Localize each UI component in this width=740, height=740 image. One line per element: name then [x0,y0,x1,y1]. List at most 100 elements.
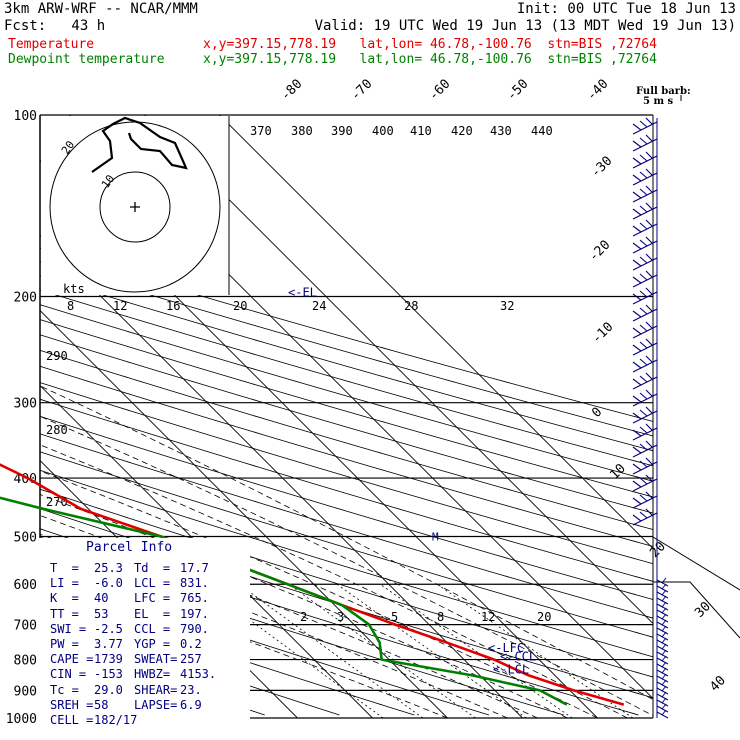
parcel-param-name: CELL = [50,713,94,727]
isotherm-label: 10 [607,461,629,483]
mixing-ratio-label: 5 [391,610,398,624]
hodograph-ring-label: 10 [99,172,117,190]
pressure-tick-label: 300 [14,397,37,412]
mixing-ratio-label: 2 [300,610,307,624]
dry-adiabat-line [40,488,653,678]
parcel-param-name: SHEAR= [134,682,178,697]
wind-scale-label: 16 [166,299,180,313]
dry-adiabat-label: 280 [46,423,68,437]
parcel-param-value: 6.9 [180,697,202,712]
wind-barb [632,321,658,339]
hodograph-trace [91,116,188,173]
wind-barb [632,389,658,407]
isotherm-label: 40 [707,673,729,695]
pressure-tick-label: 1000 [6,712,37,727]
wind-scale-label: 32 [500,299,514,313]
wind-barb [632,355,658,373]
parcel-param-value: 23. [180,682,202,697]
temperature-location: x,y=397.15,778.19 lat,lon= 46.78,-100.76… [203,37,657,52]
parcel-param-value: 53 [94,606,109,621]
parcel-param-name: K = [50,591,79,606]
wind-barb [656,703,669,713]
parcel-param-value: 40 [94,591,109,606]
dry-adiabat-line [40,398,653,582]
theta-e-label: 420 [451,124,473,138]
dry-adiabat-line [40,304,653,482]
isotherm-label: -10 [589,320,616,347]
barb-legend-title: Full barb: [636,86,691,97]
parcel-param-value: 58 [94,697,109,712]
mixing-ratio-label: 8 [437,610,444,624]
parcel-info-title: Parcel Info [86,540,173,555]
parcel-param-name: LAPSE= [134,697,178,712]
isotherm-label: -40 [584,77,611,104]
wind-barb [656,673,669,683]
wind-barb [656,637,669,647]
isotherm-label: -50 [504,77,531,104]
parcel-param-name: PW = [50,637,79,651]
pressure-tick-label: 900 [14,684,37,699]
wind-barb [632,491,658,509]
lcl-marker: <-LCL [493,663,529,677]
parcel-param-value: -153 [94,667,123,682]
ccl-marker: <-CCL [500,649,536,663]
hodograph-ring [99,171,171,243]
isotherm-line [144,115,653,625]
theta-e-label: 440 [531,124,553,138]
isotherm-label: 30 [692,599,714,621]
parcel-param-name: TT = [50,606,79,621]
wind-barb [632,151,658,169]
parcel-param-name: Tc = [50,682,79,697]
dry-adiabat-line [40,528,639,716]
wind-barb [656,679,669,689]
wind-barb [632,168,658,186]
hodograph-ring-label: 20 [59,138,77,156]
barb-legend-units: 5 m s [643,96,674,107]
wind-barb [632,508,658,526]
wind-barb [656,661,669,671]
model-title: 3km ARW-WRF -- NCAR/MMM [4,1,198,17]
wind-scale-label: 28 [404,299,418,313]
parcel-param-value: 1739 [94,652,123,667]
parcel-param-value: -2.5 [94,621,123,636]
isotherm-label: 0 [589,405,605,421]
dry-adiabat-line [40,365,653,547]
parcel-param-value: 17.7 [180,561,209,575]
wind-barb [632,134,658,152]
wind-barb [656,685,669,695]
isotherm-line [40,234,523,718]
theta-e-label: 430 [490,124,512,138]
moist-adiabat-line [40,415,653,717]
hodograph [41,116,230,295]
wind-scale-label: 12 [113,299,127,313]
wind-barb [656,643,669,653]
lfc-marker: <-LFC [488,641,524,655]
moist-adiabat-line [40,444,628,718]
theta-e-label: 380 [291,124,313,138]
isotherm-label: -60 [426,77,453,104]
mixing-level-marker: M [432,530,439,543]
parcel-param-name: SWEAT= [134,652,178,667]
mixing-ratio-label: 3 [337,610,344,624]
isotherm-edge-line [652,536,740,591]
mixing-ratio-line [379,583,573,718]
wind-barb [632,440,658,458]
isotherm-label: -30 [588,154,615,181]
dry-adiabat-label: 270 [46,495,68,509]
parcel-param-name: YGP = [134,637,171,651]
wind-barb [656,655,669,665]
dry-adiabat-line [40,289,653,467]
mixing-ratio-label: 20 [537,610,551,624]
mixing-ratio-line [201,583,384,718]
dewpoint-location: x,y=397.15,778.19 lat,lon= 46.78,-100.76… [203,52,657,67]
wind-barb [656,613,669,623]
wind-scale-label: 24 [312,299,326,313]
wind-barb [656,631,669,641]
isotherm-line [40,384,373,718]
init-time: Init: 00 UTC Tue 18 Jun 13 [516,1,736,17]
moist-adiabat-line [40,470,598,718]
pressure-tick-label: 600 [14,578,37,593]
wind-scale-label: kts [63,282,85,296]
isotherm-edge-line [653,581,740,639]
theta-e-label: 410 [410,124,432,138]
